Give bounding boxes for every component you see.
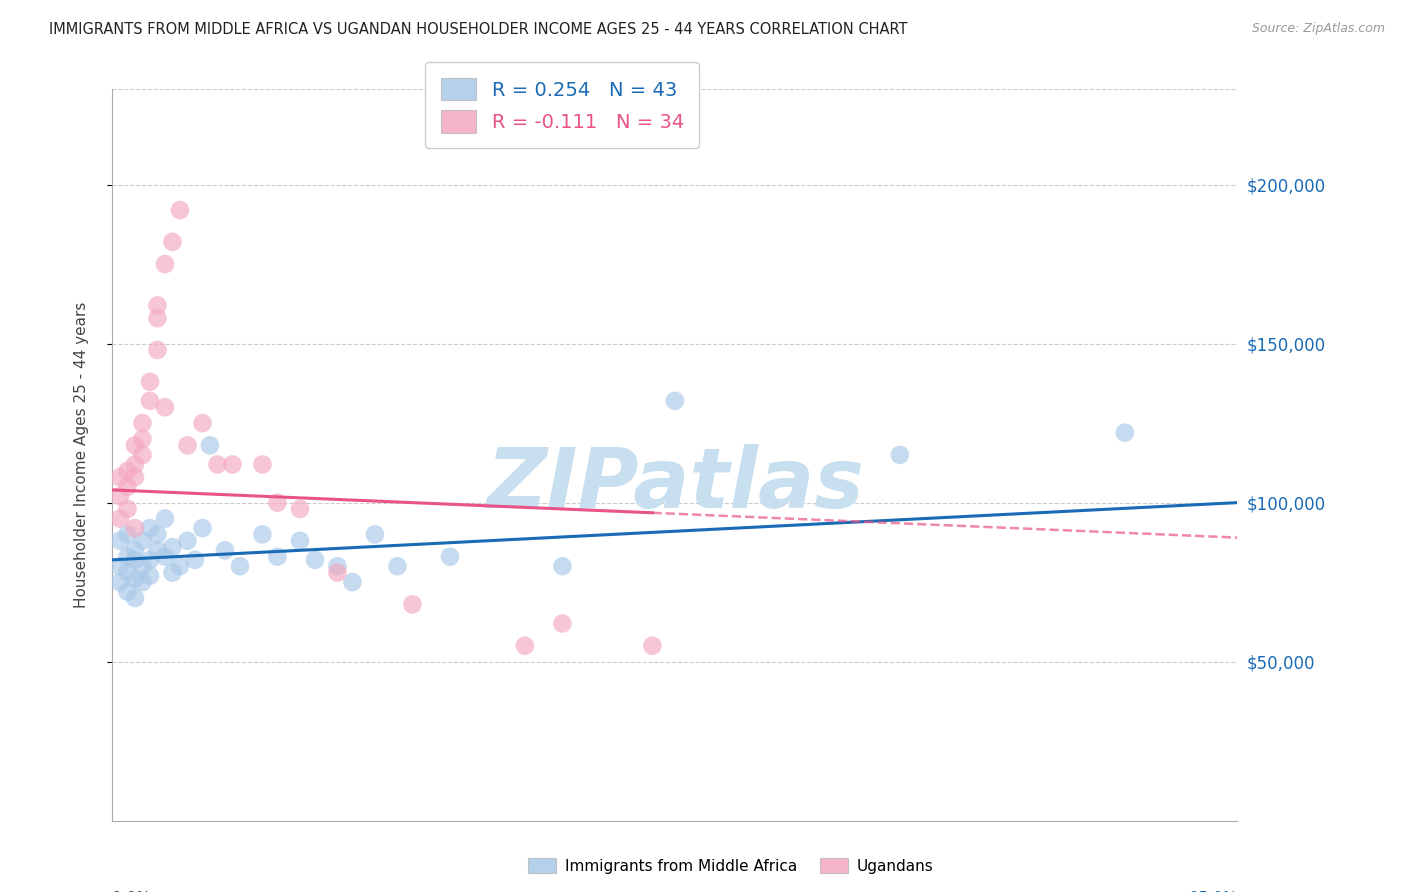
Text: Source: ZipAtlas.com: Source: ZipAtlas.com [1251, 22, 1385, 36]
Point [124, 470, 146, 484]
Text: 15.0%: 15.0% [1189, 890, 1237, 892]
Point [252, 458, 274, 472]
Point [117, 464, 139, 478]
Point [229, 559, 252, 574]
Point [131, 533, 153, 548]
Point [288, 533, 311, 548]
Point [131, 448, 153, 462]
Point [169, 559, 191, 574]
Point [162, 235, 184, 249]
Text: ZIPatlas: ZIPatlas [486, 443, 863, 524]
Point [139, 393, 162, 408]
Point [108, 489, 131, 503]
Point [124, 543, 146, 558]
Point [401, 598, 423, 612]
Point [513, 639, 536, 653]
Point [131, 559, 153, 574]
Point [176, 533, 198, 548]
Point [266, 495, 288, 509]
Legend: R = 0.254   N = 43, R = -0.111   N = 34: R = 0.254 N = 43, R = -0.111 N = 34 [426, 62, 699, 148]
Point [153, 257, 176, 271]
Point [641, 639, 664, 653]
Point [221, 458, 243, 472]
Point [146, 298, 169, 312]
Point [117, 566, 139, 580]
Point [108, 575, 131, 590]
Text: 0.0%: 0.0% [112, 890, 152, 892]
Point [551, 616, 574, 631]
Point [108, 470, 131, 484]
Point [117, 549, 139, 564]
Point [146, 543, 169, 558]
Point [162, 540, 184, 554]
Point [139, 568, 162, 582]
Point [191, 521, 214, 535]
Point [184, 553, 207, 567]
Point [364, 527, 387, 541]
Point [176, 438, 198, 452]
Point [124, 521, 146, 535]
Point [139, 375, 162, 389]
Point [387, 559, 409, 574]
Point [153, 511, 176, 525]
Point [153, 401, 176, 415]
Point [131, 416, 153, 430]
Point [124, 591, 146, 605]
Y-axis label: Householder Income Ages 25 - 44 years: Householder Income Ages 25 - 44 years [75, 301, 89, 608]
Point [342, 575, 364, 590]
Point [146, 527, 169, 541]
Point [117, 584, 139, 599]
Point [198, 438, 221, 452]
Point [214, 543, 236, 558]
Point [124, 438, 146, 452]
Point [108, 511, 131, 525]
Point [169, 202, 191, 217]
Point [117, 527, 139, 541]
Legend: Immigrants from Middle Africa, Ugandans: Immigrants from Middle Africa, Ugandans [523, 852, 939, 880]
Point [162, 566, 184, 580]
Point [664, 393, 686, 408]
Point [117, 502, 139, 516]
Point [551, 559, 574, 574]
Point [889, 448, 911, 462]
Point [124, 572, 146, 586]
Point [131, 575, 153, 590]
Point [146, 343, 169, 357]
Point [326, 559, 349, 574]
Point [191, 416, 214, 430]
Point [139, 553, 162, 567]
Text: IMMIGRANTS FROM MIDDLE AFRICA VS UGANDAN HOUSEHOLDER INCOME AGES 25 - 44 YEARS C: IMMIGRANTS FROM MIDDLE AFRICA VS UGANDAN… [49, 22, 908, 37]
Point [124, 553, 146, 567]
Point [326, 566, 349, 580]
Point [439, 549, 461, 564]
Point [139, 521, 162, 535]
Point [266, 549, 288, 564]
Point [117, 480, 139, 494]
Point [146, 311, 169, 326]
Point [108, 533, 131, 548]
Point [252, 527, 274, 541]
Point [304, 553, 326, 567]
Point [207, 458, 229, 472]
Point [131, 432, 153, 446]
Point [153, 549, 176, 564]
Point [108, 559, 131, 574]
Point [124, 458, 146, 472]
Point [1114, 425, 1136, 440]
Point [288, 502, 311, 516]
